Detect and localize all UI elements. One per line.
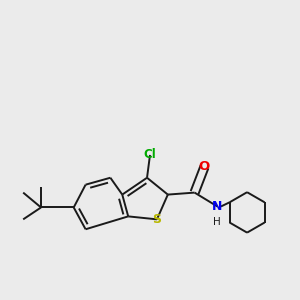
Text: H: H (214, 217, 221, 227)
Text: N: N (212, 200, 223, 213)
Text: S: S (152, 213, 161, 226)
Text: O: O (199, 160, 210, 173)
Text: Cl: Cl (144, 148, 156, 161)
